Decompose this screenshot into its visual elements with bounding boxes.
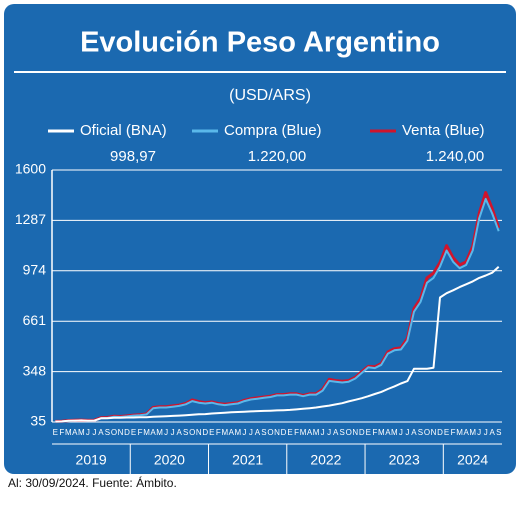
y-tick-label: 35 [30, 413, 46, 429]
x-tick-label: O [267, 428, 273, 437]
x-tick-label: J [171, 428, 175, 437]
x-tick-label: E [444, 428, 449, 437]
x-tick-label: N [431, 428, 437, 437]
x-tick-label: O [424, 428, 430, 437]
x-tick-label: M [221, 428, 228, 437]
year-label: 2019 [76, 452, 107, 468]
x-tick-label: A [385, 428, 391, 437]
y-tick-label: 348 [23, 362, 47, 378]
x-tick-label: N [196, 428, 202, 437]
x-tick-label: J [86, 428, 90, 437]
x-tick-label: A [307, 428, 313, 437]
x-tick-label: E [53, 428, 58, 437]
legend-label: Compra (Blue) [224, 122, 322, 139]
x-tick-label: S [496, 428, 501, 437]
x-tick-label: J [242, 428, 246, 437]
x-tick-label: D [437, 428, 443, 437]
x-tick-label: J [164, 428, 168, 437]
x-tick-label: F [216, 428, 221, 437]
x-tick-label: A [255, 428, 261, 437]
x-tick-label: J [484, 428, 488, 437]
x-tick-label: A [333, 428, 339, 437]
y-tick-label: 1287 [15, 211, 46, 227]
year-label: 2022 [310, 452, 341, 468]
x-tick-label: J [92, 428, 96, 437]
x-tick-label: F [59, 428, 64, 437]
x-tick-label: J [477, 428, 481, 437]
x-tick-label: M [235, 428, 242, 437]
x-tick-label: S [183, 428, 188, 437]
x-tick-label: F [294, 428, 299, 437]
x-tick-label: S [340, 428, 345, 437]
year-label: 2020 [154, 452, 185, 468]
x-tick-label: M [391, 428, 398, 437]
x-tick-label: D [202, 428, 208, 437]
x-tick-label: A [490, 428, 496, 437]
x-tick-label: A [229, 428, 235, 437]
x-tick-label: F [372, 428, 377, 437]
x-tick-label: F [451, 428, 456, 437]
series-line [55, 198, 500, 423]
x-tick-label: S [418, 428, 423, 437]
legend-latest: 1.240,00 [426, 148, 484, 165]
x-tick-label: J [249, 428, 253, 437]
x-tick-label: M [469, 428, 476, 437]
x-tick-label: A [177, 428, 183, 437]
x-tick-label: A [463, 428, 469, 437]
x-tick-label: S [105, 428, 110, 437]
legend-label: Oficial (BNA) [80, 122, 167, 139]
x-tick-label: J [321, 428, 325, 437]
y-tick-label: 974 [23, 262, 47, 278]
legend-latest: 1.220,00 [248, 148, 306, 165]
x-tick-label: E [131, 428, 136, 437]
x-tick-label: F [138, 428, 143, 437]
x-tick-label: D [124, 428, 130, 437]
x-tick-label: O [189, 428, 195, 437]
legend-latest: 998,97 [110, 148, 156, 165]
y-tick-label: 661 [23, 312, 47, 328]
x-tick-label: J [405, 428, 409, 437]
chart-subtitle: (USD/ARS) [229, 87, 311, 104]
x-tick-label: M [456, 428, 463, 437]
x-tick-label: A [72, 428, 78, 437]
x-tick-label: D [359, 428, 365, 437]
x-tick-label: O [346, 428, 352, 437]
x-tick-label: D [281, 428, 287, 437]
x-tick-label: E [209, 428, 214, 437]
year-label: 2021 [232, 452, 263, 468]
x-tick-label: E [287, 428, 292, 437]
x-tick-label: A [98, 428, 104, 437]
x-tick-label: M [378, 428, 385, 437]
x-tick-label: A [150, 428, 156, 437]
y-tick-label: 1600 [15, 161, 46, 177]
x-tick-label: M [65, 428, 72, 437]
x-tick-label: S [261, 428, 266, 437]
x-tick-label: N [352, 428, 358, 437]
x-tick-label: M [143, 428, 150, 437]
series-line [55, 266, 500, 423]
panel [4, 4, 516, 474]
x-tick-label: O [111, 428, 117, 437]
footer: Al: 30/09/2024. Fuente: Ámbito. [8, 475, 177, 490]
x-tick-label: E [366, 428, 371, 437]
legend-label: Venta (Blue) [402, 122, 485, 139]
x-tick-label: M [156, 428, 163, 437]
x-tick-label: N [274, 428, 280, 437]
x-tick-label: M [78, 428, 85, 437]
year-label: 2023 [389, 452, 420, 468]
chart-title: Evolución Peso Argentino [80, 27, 440, 59]
year-label: 2024 [457, 452, 488, 468]
x-tick-label: M [313, 428, 320, 437]
x-tick-label: J [399, 428, 403, 437]
x-tick-label: M [300, 428, 307, 437]
x-tick-label: N [118, 428, 124, 437]
x-tick-label: A [411, 428, 417, 437]
x-tick-label: J [327, 428, 331, 437]
